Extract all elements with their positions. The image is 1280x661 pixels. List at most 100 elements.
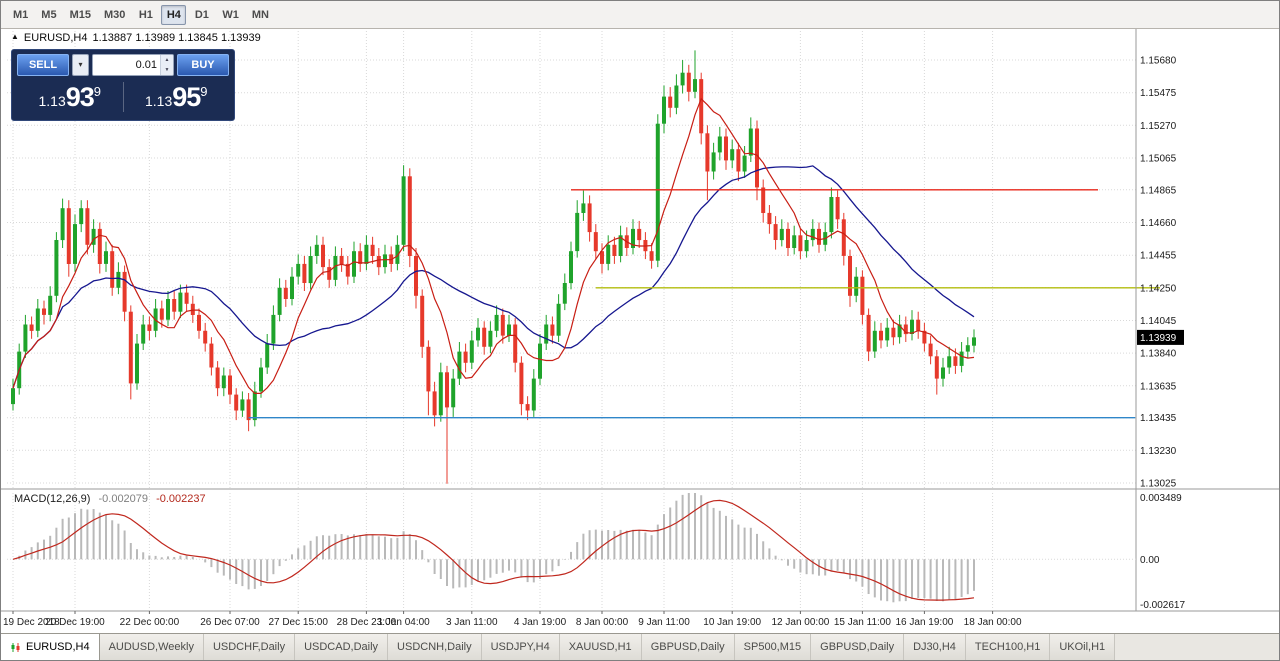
lot-decrease-button[interactable]: ▼ — [161, 65, 173, 75]
buy-price-display: 1.13959 — [144, 81, 208, 112]
lot-size-field: ▲ ▼ — [92, 54, 174, 76]
ma-slow-line — [12, 165, 975, 389]
tab-label: XAUUSD,H1 — [568, 641, 632, 653]
tab-tech100-h1[interactable]: TECH100,H1 — [965, 634, 1051, 660]
svg-text:1.15270: 1.15270 — [1140, 121, 1177, 132]
chart-tab-icon — [10, 642, 22, 653]
price-divider — [122, 82, 124, 112]
macd-signal-value: -0.002237 — [156, 493, 206, 505]
svg-text:26 Dec 07:00: 26 Dec 07:00 — [200, 617, 260, 628]
timeframe-m5-button[interactable]: M5 — [36, 5, 61, 25]
tab-label: GBPUSD,Daily — [820, 641, 895, 653]
svg-text:1.14250: 1.14250 — [1140, 283, 1177, 294]
tab-label: USDJPY,H4 — [490, 641, 550, 653]
svg-text:1.13435: 1.13435 — [1140, 413, 1177, 424]
svg-text:10 Jan 19:00: 10 Jan 19:00 — [703, 617, 761, 628]
svg-text:1.14865: 1.14865 — [1140, 185, 1177, 196]
tab-xauusd-h1[interactable]: XAUUSD,H1 — [559, 634, 642, 660]
svg-text:28 Dec 23:00: 28 Dec 23:00 — [337, 617, 397, 628]
buy-button[interactable]: BUY — [177, 54, 229, 76]
symbol-name: EURUSD,H4 — [23, 32, 88, 44]
price-axis-labels[interactable]: 1.15680 1.15475 1.15270 1.15065 1.14865 1.146… — [1140, 56, 1177, 490]
svg-text:4 Jan 19:00: 4 Jan 19:00 — [514, 617, 567, 628]
timeframe-w1-button[interactable]: W1 — [217, 5, 244, 25]
timeframe-toolbar: M1 M5 M15 M30 H1 H4 D1 W1 MN — [1, 1, 1279, 29]
tab-label: EURUSD,H4 — [26, 641, 90, 653]
tab-label: UKOil,H1 — [1059, 641, 1106, 653]
ma-fast-line — [12, 97, 975, 394]
svg-text:1.14045: 1.14045 — [1140, 316, 1177, 327]
timeframe-m30-button[interactable]: M30 — [99, 5, 130, 25]
svg-text:20 Dec 19:00: 20 Dec 19:00 — [45, 617, 105, 628]
timeframe-m1-button[interactable]: M1 — [8, 5, 33, 25]
lot-size-input[interactable] — [93, 55, 160, 75]
candles-layer — [11, 50, 976, 484]
timeframe-h1-button[interactable]: H1 — [133, 5, 158, 25]
svg-text:8 Jan 00:00: 8 Jan 00:00 — [576, 617, 629, 628]
tab-eurusd-h4[interactable]: EURUSD,H4 — [1, 634, 100, 660]
svg-text:22 Dec 00:00: 22 Dec 00:00 — [120, 617, 180, 628]
tab-label: SP500,M15 — [743, 641, 802, 653]
svg-text:1.13025: 1.13025 — [1140, 479, 1177, 490]
lot-dropdown-button[interactable]: ▾ — [72, 54, 89, 76]
svg-text:1 Jan 04:00: 1 Jan 04:00 — [377, 617, 430, 628]
tab-sp500-m15[interactable]: SP500,M15 — [734, 634, 812, 660]
svg-text:-0.002617: -0.002617 — [1140, 600, 1185, 611]
macd-indicator-label: MACD(12,26,9) -0.002079 -0.002237 — [14, 493, 206, 505]
svg-text:12 Jan 00:00: 12 Jan 00:00 — [771, 617, 829, 628]
svg-text:1.14660: 1.14660 — [1140, 218, 1177, 229]
tab-audusd-weekly[interactable]: AUDUSD,Weekly — [99, 634, 204, 660]
timeframe-d1-button[interactable]: D1 — [189, 5, 214, 25]
svg-text:1.14455: 1.14455 — [1140, 251, 1177, 262]
svg-text:1.13635: 1.13635 — [1140, 381, 1177, 392]
tab-usdchf-daily[interactable]: USDCHF,Daily — [203, 634, 296, 660]
horizontal-lines-layer[interactable] — [248, 189, 1160, 419]
symbol-marker-icon: ▲ — [11, 32, 19, 41]
macd-main-value: -0.002079 — [98, 493, 149, 505]
svg-text:9 Jan 11:00: 9 Jan 11:00 — [638, 617, 690, 628]
svg-text:0.00: 0.00 — [1140, 555, 1160, 566]
sell-price-display: 1.13939 — [38, 81, 102, 112]
tab-dj30-h4[interactable]: DJ30,H4 — [904, 634, 966, 660]
tab-gbpusd-daily-2[interactable]: GBPUSD,Daily — [811, 634, 905, 660]
timeframe-h4-button[interactable]: H4 — [161, 4, 187, 25]
tab-usdjpy-h4[interactable]: USDJPY,H4 — [481, 634, 560, 660]
timeframe-m15-button[interactable]: M15 — [65, 5, 96, 25]
lot-spinner: ▲ ▼ — [160, 55, 173, 75]
svg-text:19 Dec 2018: 19 Dec 2018 — [3, 617, 60, 628]
svg-text:0.003489: 0.003489 — [1140, 493, 1182, 504]
macd-signal-line — [12, 499, 975, 601]
svg-text:3 Jan 11:00: 3 Jan 11:00 — [446, 617, 498, 628]
current-price-badge: 1.13939 — [1137, 329, 1184, 345]
macd-axis-labels[interactable]: 0.003489 0.00 -0.002617 — [1140, 493, 1185, 611]
svg-text:1.15680: 1.15680 — [1140, 56, 1177, 67]
svg-text:15 Jan 11:00: 15 Jan 11:00 — [834, 617, 892, 628]
symbol-ohlc: 1.13887 1.13989 1.13845 1.13939 — [92, 32, 261, 44]
svg-text:1.15475: 1.15475 — [1140, 88, 1177, 99]
chart-title: ▲ EURUSD,H4 1.13887 1.13989 1.13845 1.13… — [11, 32, 261, 44]
svg-text:16 Jan 19:00: 16 Jan 19:00 — [895, 617, 953, 628]
timeframe-mn-button[interactable]: MN — [247, 5, 274, 25]
one-click-trading-panel: SELL ▾ ▲ ▼ BUY 1.13939 1.13959 — [11, 49, 235, 121]
tab-label: GBPUSD,Daily — [650, 641, 725, 653]
tab-usdcad-daily[interactable]: USDCAD,Daily — [295, 634, 389, 660]
chart-tabs-bar: EURUSD,H4 AUDUSD,Weekly USDCHF,Daily USD… — [1, 633, 1279, 660]
tab-gbpusd-daily[interactable]: GBPUSD,Daily — [641, 634, 735, 660]
tab-label: USDCNH,Daily — [397, 641, 472, 653]
macd-name: MACD(12,26,9) — [14, 493, 91, 505]
chevron-down-icon: ▾ — [78, 60, 83, 69]
tab-label: AUDUSD,Weekly — [108, 641, 194, 653]
tab-ukoil-h1[interactable]: UKOil,H1 — [1050, 634, 1116, 660]
svg-text:1.13939: 1.13939 — [1140, 333, 1177, 344]
svg-text:1.15065: 1.15065 — [1140, 154, 1177, 165]
lot-increase-button[interactable]: ▲ — [161, 55, 173, 65]
tab-label: DJ30,H4 — [913, 641, 956, 653]
macd-histogram — [18, 493, 975, 603]
sell-button[interactable]: SELL — [17, 54, 69, 76]
tab-usdcnh-daily[interactable]: USDCNH,Daily — [388, 634, 482, 660]
tab-label: TECH100,H1 — [974, 641, 1041, 653]
svg-text:1.13230: 1.13230 — [1140, 446, 1177, 457]
tab-label: USDCHF,Daily — [212, 641, 286, 653]
